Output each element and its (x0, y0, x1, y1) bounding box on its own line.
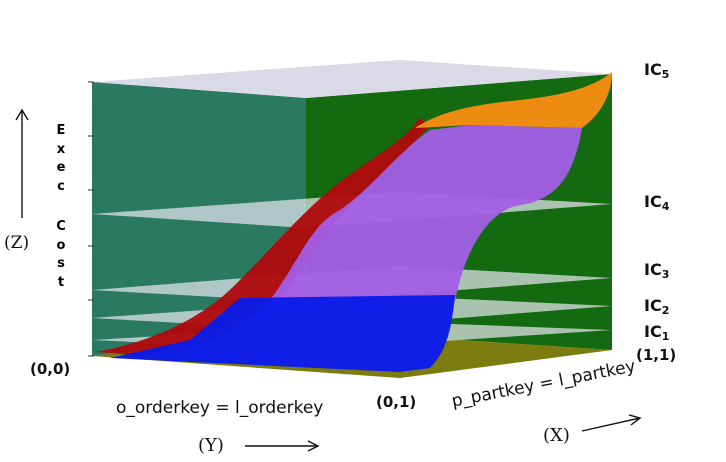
ic1-label: IC1 (644, 322, 670, 343)
surface-red (96, 118, 430, 356)
z-title-letter: o (56, 237, 66, 253)
y-axis-marker: (Y) (198, 435, 224, 456)
surface-purple (150, 125, 582, 372)
origin-label: (0,0) (30, 360, 71, 378)
ic5-label: IC5 (644, 60, 670, 81)
z-title-letter: E (56, 123, 66, 138)
y-arrow-head (307, 440, 320, 452)
surface-blue (110, 295, 455, 372)
x-end-label: (1,1) (636, 346, 677, 364)
x-axis-marker: (X) (543, 425, 570, 446)
z-axis-marker: (Z) (4, 233, 30, 253)
y-end-label: (0,1) (376, 393, 417, 411)
z-title-letter (54, 196, 68, 218)
z-axis-ticks (88, 81, 94, 357)
z-title-letter: x (56, 141, 66, 157)
z-title-letter: s (57, 256, 65, 271)
z-title-letter: c (57, 178, 65, 194)
z-title-letter: t (57, 274, 65, 290)
x-arrow-head (628, 414, 642, 426)
ceiling-plane (92, 60, 612, 98)
y-axis-label: o_orderkey = l_orderkey (116, 398, 324, 418)
ic4-label: IC4 (644, 192, 670, 213)
x-arrow-shaft (581, 417, 641, 432)
z-title-letter: C (56, 219, 66, 234)
z-arrow-head (15, 108, 29, 121)
surface-orange (415, 72, 612, 128)
ic2-label: IC2 (644, 296, 670, 317)
z-title-letter: e (56, 160, 66, 175)
ic3-label: IC3 (644, 260, 670, 281)
